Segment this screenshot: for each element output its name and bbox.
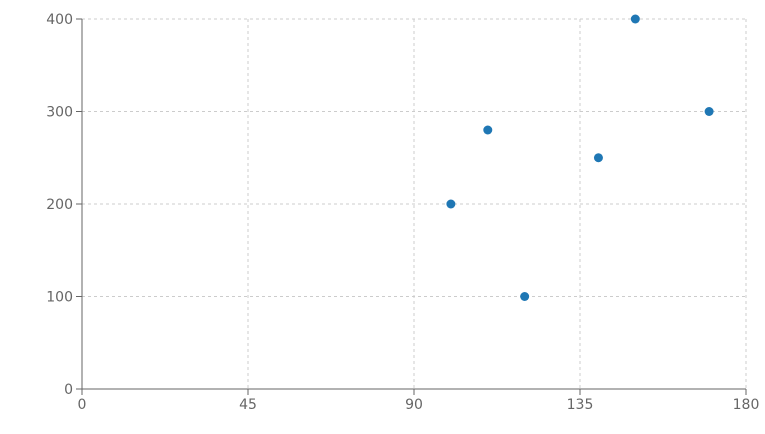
data-point [630,14,640,24]
x-tick-label: 90 [405,397,423,413]
data-point [446,199,456,209]
x-tick-label: 0 [78,397,87,413]
y-tick-label: 0 [64,382,73,398]
data-point [483,125,493,135]
data-point [704,107,714,116]
y-tick-label: 300 [46,105,73,121]
y-tick-label: 200 [46,197,73,213]
x-tick-label: 135 [567,397,594,413]
x-tick-label: 45 [239,397,257,413]
data-points [446,14,714,301]
y-tick-label: 400 [46,12,73,28]
x-tick-label: 180 [733,397,760,413]
ticks: 0 45 90 135 180 0 100 200 300 400 [46,12,759,413]
data-point [520,292,530,301]
y-tick-label: 100 [46,290,73,306]
grid [82,18,747,389]
data-point [593,153,603,163]
